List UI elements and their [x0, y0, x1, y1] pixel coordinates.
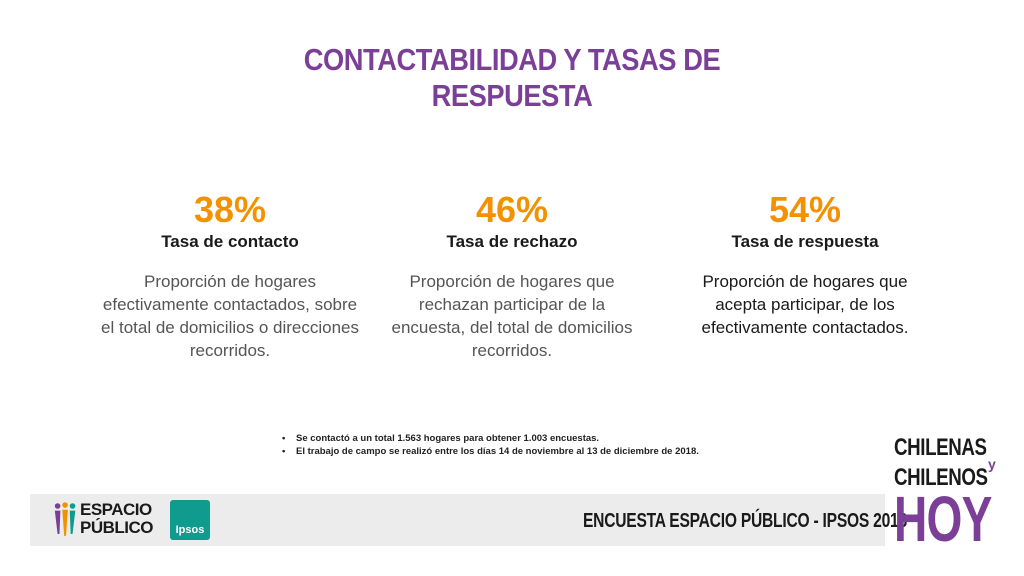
stat-response-rate: 54% Tasa de respuesta Proporción de hoga…	[675, 190, 935, 339]
publico-line: PÚBLICO	[80, 518, 154, 537]
brand-line-2: CHILENOS	[894, 464, 988, 491]
stat-description: Proporción de hogares efectivamente cont…	[101, 272, 359, 360]
brand-line-1: CHILENAS	[894, 434, 987, 461]
slide-title: CONTACTABILIDAD Y TASAS DE RESPUESTA	[237, 42, 786, 114]
chilenas-chilenos-hoy-logo: CHILENAS y CHILENOS HOY	[894, 432, 1004, 552]
stat-percent: 54%	[768, 189, 842, 230]
stat-rejection-rate: 46% Tasa de rechazo Proporción de hogare…	[382, 190, 642, 362]
stat-label: Tasa de respuesta	[731, 232, 879, 251]
footnote-item: Se contactó a un total 1.563 hogares par…	[282, 432, 822, 445]
ipsos-logo: Ipsos	[170, 500, 210, 540]
title-line-1: CONTACTABILIDAD Y TASAS DE	[303, 42, 721, 77]
title-line-2: RESPUESTA	[431, 78, 593, 113]
footnote-item: El trabajo de campo se realizó entre los…	[282, 445, 822, 458]
stat-contact-rate: 38% Tasa de contacto Proporción de hogar…	[100, 190, 360, 362]
footnotes: Se contactó a un total 1.563 hogares par…	[282, 432, 822, 458]
stat-percent: 46%	[475, 189, 549, 230]
stat-description: Proporción de hogares que acepta partici…	[701, 272, 909, 337]
espacio-publico-wordmark: ESPACIO PÚBLICO	[80, 500, 154, 537]
espacio-line: ESPACIO	[80, 500, 152, 519]
espacio-publico-logo-icon	[54, 502, 76, 536]
brand-hoy: HOY	[894, 483, 992, 555]
stat-label: Tasa de contacto	[161, 232, 299, 251]
survey-title: ENCUESTA ESPACIO PÚBLICO - IPSOS 2018	[583, 510, 907, 532]
stat-percent: 38%	[193, 189, 267, 230]
stat-description: Proporción de hogares que rechazan parti…	[391, 272, 633, 360]
ipsos-label: Ipsos	[175, 524, 205, 536]
stat-label: Tasa de rechazo	[446, 232, 578, 251]
brand-y: y	[988, 456, 996, 472]
